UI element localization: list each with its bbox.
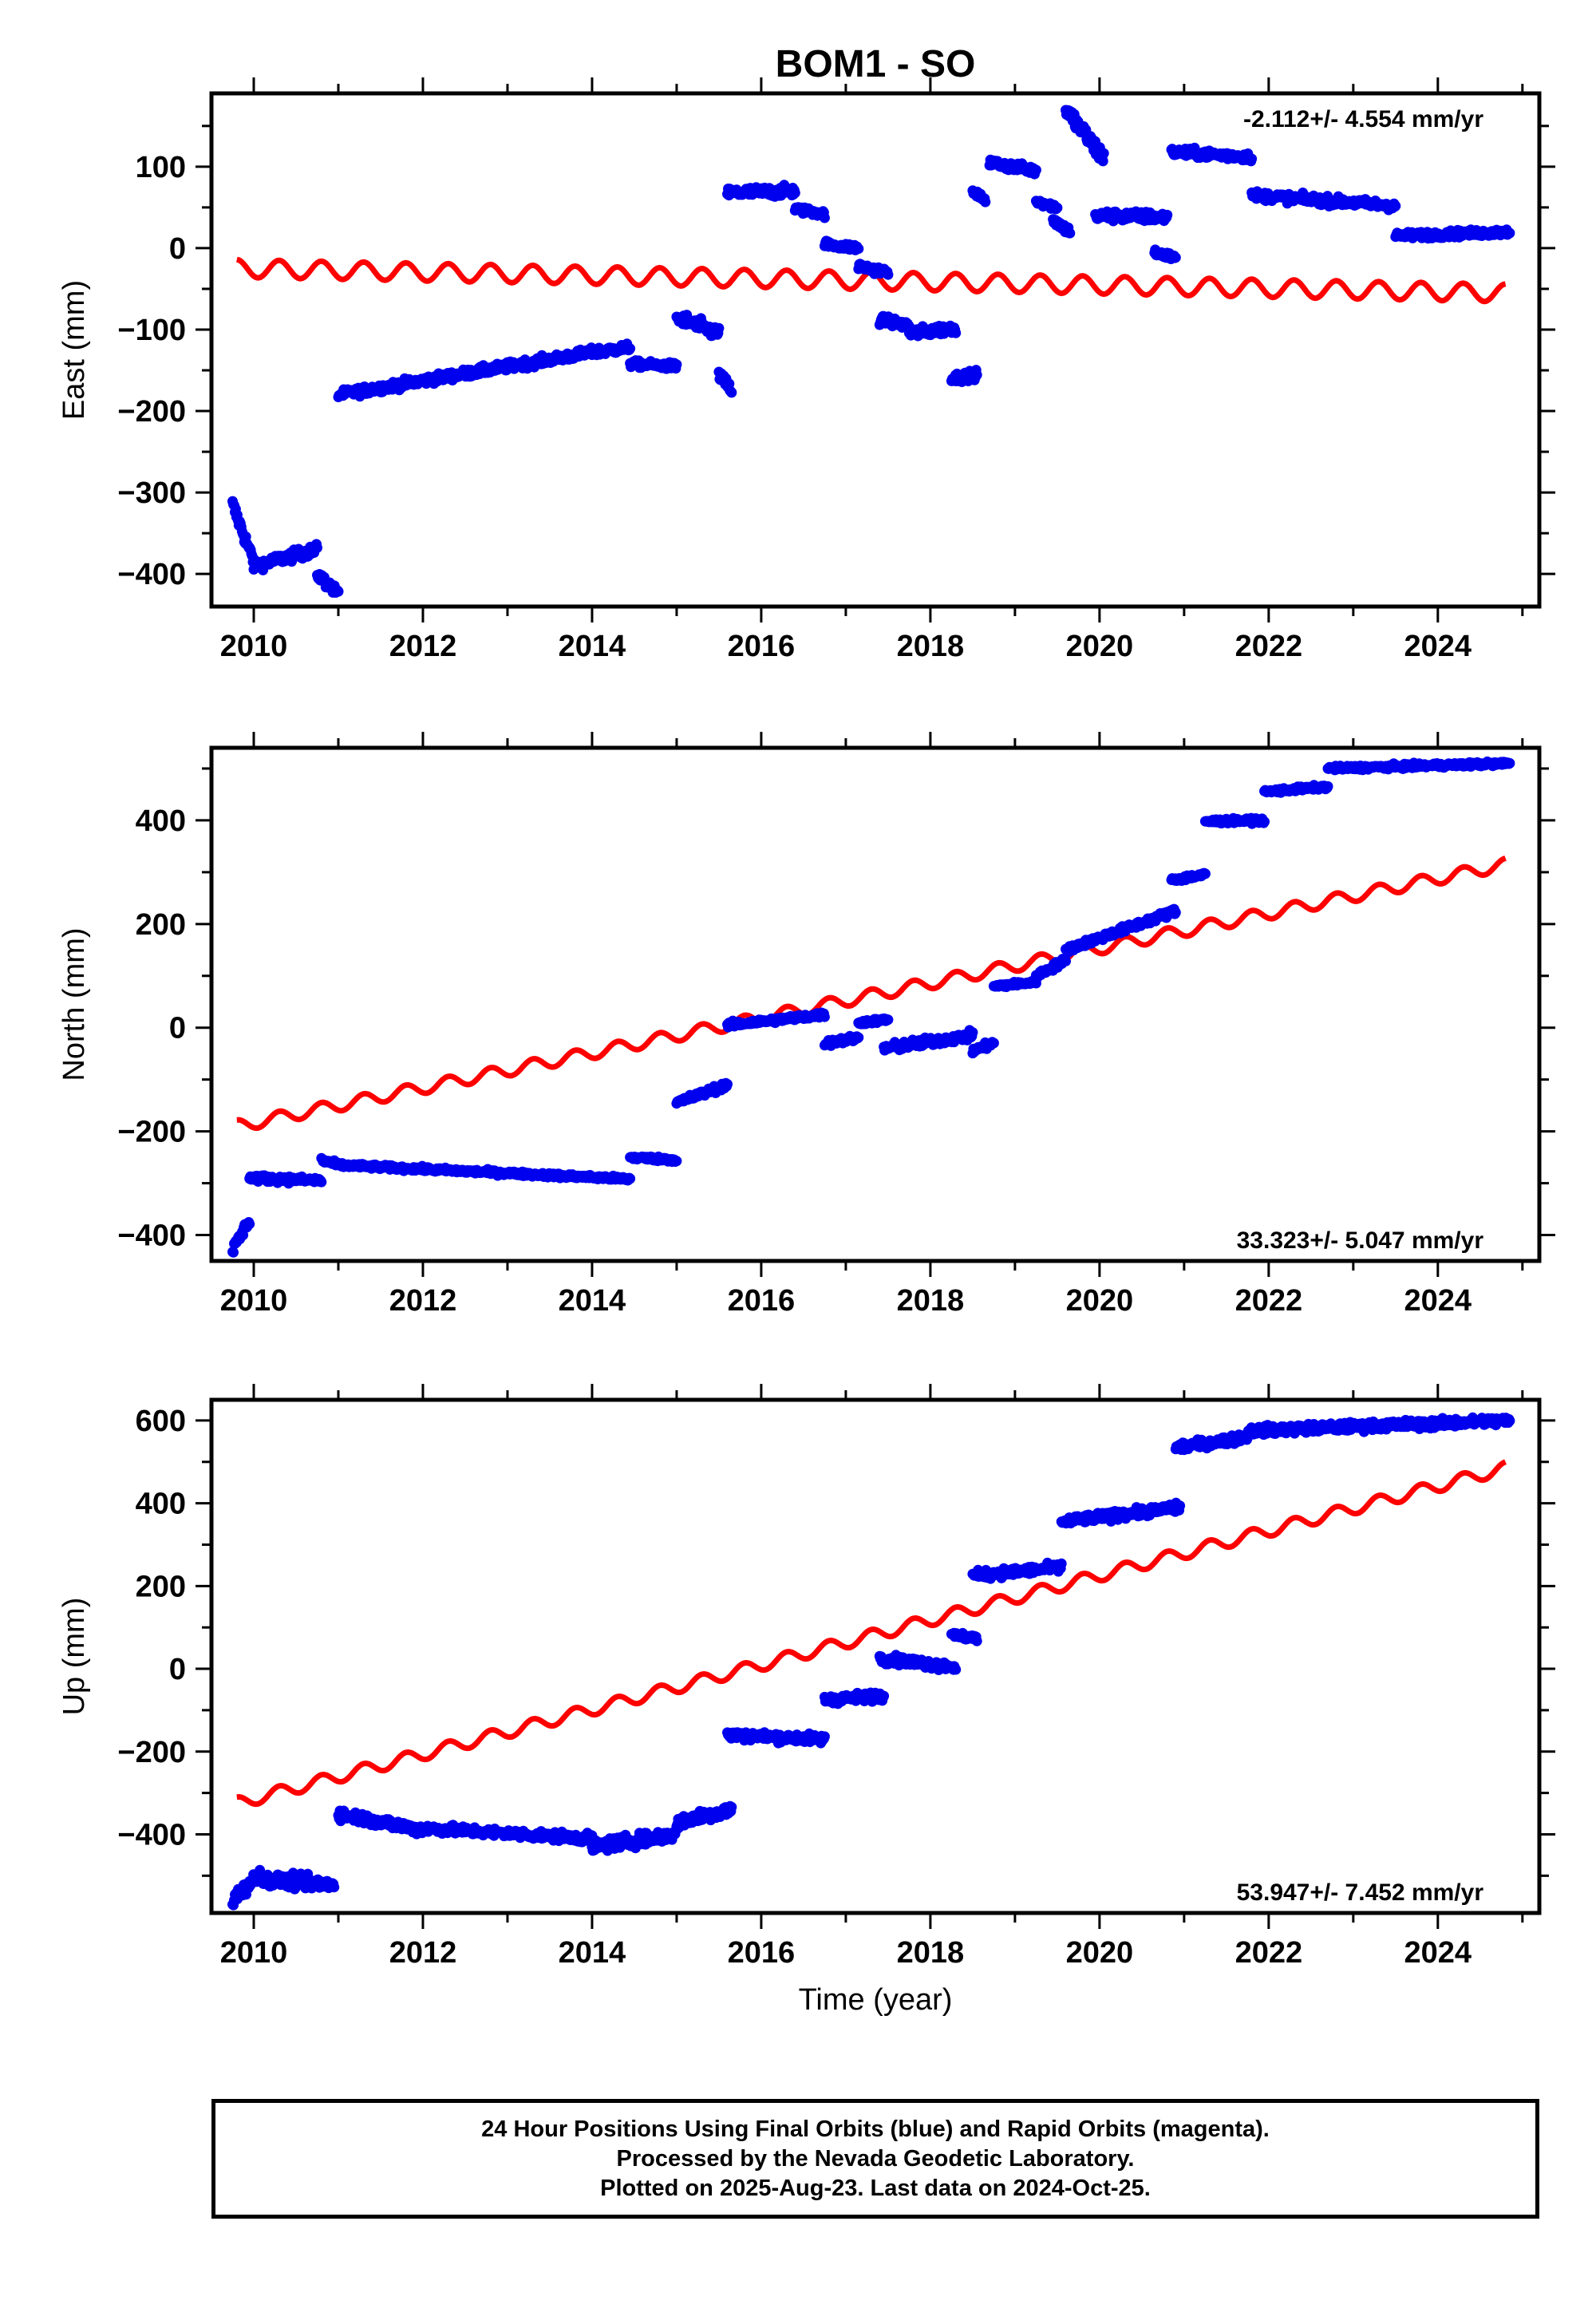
data-point: [1162, 209, 1173, 220]
data-point: [819, 1731, 830, 1742]
y-tick-label: 400: [136, 804, 186, 838]
data-point: [671, 1156, 682, 1167]
data-point: [244, 1219, 255, 1230]
x-tick-label: 2024: [1404, 1284, 1472, 1318]
plot-area: [227, 1412, 1515, 1911]
data-point: [971, 1635, 982, 1646]
data-point: [1170, 252, 1181, 263]
y-tick-label: −100: [117, 314, 186, 347]
x-tick-label: 2016: [728, 630, 796, 663]
data-point: [1061, 955, 1071, 966]
data-point: [980, 196, 991, 207]
data-point: [333, 586, 344, 597]
data-series-final: [227, 756, 1515, 1258]
panel-2: 2010 2012 2014 2016 2018 2020 2022 2024 −400 −200…: [57, 732, 1555, 1318]
data-point: [1030, 164, 1041, 176]
y-ticks: [196, 124, 1555, 575]
data-point: [1246, 153, 1258, 164]
panels: 2010 2012 2014 2016 2018 2020 2022 2024 −400 −300…: [57, 77, 1555, 1970]
data-point: [1052, 202, 1063, 213]
y-tick-label: −400: [117, 1219, 186, 1253]
x-tick-label: 2022: [1235, 630, 1303, 663]
x-tick-label: 2014: [559, 1284, 626, 1318]
x-ticks: [252, 77, 1524, 622]
x-tick-label: 2010: [220, 630, 288, 663]
data-point: [713, 322, 725, 334]
x-tick-label: 2014: [559, 630, 626, 663]
data-point: [819, 212, 830, 223]
y-tick-label: −200: [117, 395, 186, 429]
y-tick-label: −400: [117, 558, 186, 591]
panel-1: 2010 2012 2014 2016 2018 2020 2022 2024 −400 −300…: [57, 77, 1555, 663]
data-point: [950, 327, 962, 338]
data-point: [329, 1882, 340, 1893]
data-point: [950, 1664, 962, 1675]
data-point: [1097, 156, 1108, 167]
data-point: [971, 370, 982, 381]
data-point: [853, 1032, 864, 1043]
y-tick-label: 0: [169, 1012, 186, 1045]
data-point: [1390, 200, 1401, 211]
data-point: [1056, 1558, 1067, 1569]
data-point: [625, 1173, 636, 1184]
x-tick-label: 2018: [897, 630, 965, 663]
x-tick-label: 2020: [1066, 1284, 1134, 1318]
y-tick-label: −200: [117, 1116, 186, 1149]
plot-frame: [209, 745, 1542, 1263]
y-tick-label: −300: [117, 476, 186, 510]
y-tick-label: 100: [136, 151, 186, 184]
x-tick-label: 2018: [897, 1284, 965, 1318]
chart-title: BOM1 - SO: [776, 43, 976, 85]
data-point: [1065, 227, 1076, 239]
data-point: [1504, 757, 1515, 769]
data-series-final: [227, 1412, 1515, 1911]
rate-label: 33.323+/- 5.047 mm/yr: [1237, 1227, 1484, 1254]
data-point: [819, 1011, 830, 1022]
plot-area: [227, 756, 1515, 1258]
model-curve: [235, 1459, 1507, 1808]
data-point: [883, 1014, 894, 1026]
data-point: [853, 243, 864, 255]
y-tick-label: 0: [169, 232, 186, 266]
y-axis-label: East (mm): [57, 280, 91, 420]
x-tick-label: 2022: [1235, 1284, 1303, 1318]
x-tick-label: 2016: [728, 1284, 796, 1318]
model-curve: [235, 856, 1507, 1132]
data-point: [1199, 868, 1211, 879]
data-point: [1259, 816, 1270, 828]
x-ticks: [252, 732, 1524, 1277]
x-tick-label: 2020: [1066, 630, 1134, 663]
plot-area: [227, 105, 1515, 598]
x-tick-label: 2024: [1404, 630, 1472, 663]
data-series-final: [227, 105, 1515, 598]
y-axis-label: North (mm): [57, 927, 91, 1081]
data-point: [988, 1037, 999, 1049]
y-ticks: [196, 767, 1555, 1237]
data-point: [1322, 781, 1333, 792]
data-point: [228, 1247, 239, 1258]
data-point: [316, 1176, 327, 1188]
data-point: [1170, 907, 1181, 918]
data-point: [1175, 1500, 1186, 1512]
data-point: [722, 1079, 733, 1089]
data-point: [1098, 148, 1109, 159]
data-point: [1504, 227, 1515, 239]
data-point: [967, 1027, 978, 1038]
panel-3: 2010 2012 2014 2016 2018 2020 2022 2024−400−200…: [57, 1384, 1555, 1970]
data-point: [879, 1690, 890, 1701]
plot-frame: [209, 91, 1542, 609]
data-point: [312, 542, 322, 553]
x-tick-label: 2010: [220, 1284, 288, 1318]
data-point: [671, 359, 682, 370]
x-tick-label: 2012: [389, 630, 457, 663]
data-point: [625, 343, 636, 354]
x-tick-label: 2012: [389, 1284, 457, 1318]
data-point: [789, 188, 800, 199]
rate-label: -2.112+/- 4.554 mm/yr: [1243, 106, 1483, 132]
data-point: [883, 269, 894, 280]
data-point: [726, 1801, 737, 1812]
data-point: [726, 387, 737, 398]
y-tick-label: 200: [136, 908, 186, 942]
